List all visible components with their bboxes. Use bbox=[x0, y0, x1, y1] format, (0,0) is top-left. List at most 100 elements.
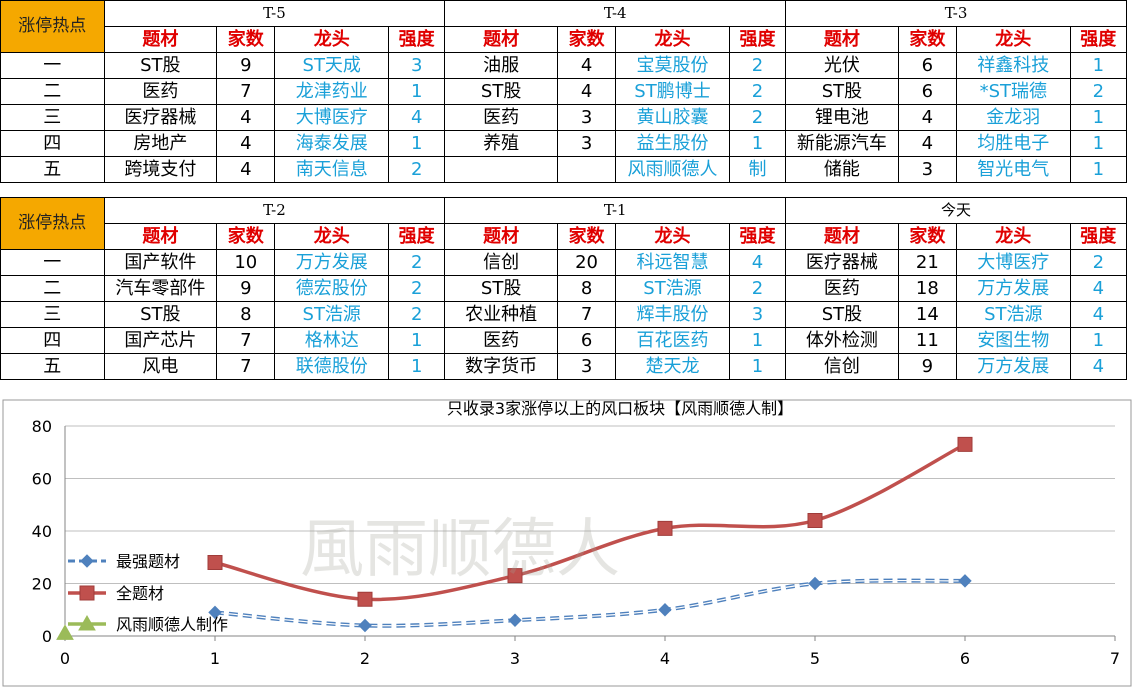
leader-cell: 风雨顺德人 bbox=[615, 156, 730, 183]
theme-cell: 医疗器械 bbox=[103, 104, 218, 131]
col-header-theme: 题材 bbox=[444, 223, 558, 250]
count-cell: 14 bbox=[897, 301, 958, 328]
rank-label: 三 bbox=[0, 104, 105, 131]
rank-label: 三 bbox=[0, 301, 105, 328]
line-chart: 只收录3家涨停以上的风口板块【风雨顺德人制】 0 20 40 60 80 0 1 2 3 4 5 6 7 最… bbox=[2, 399, 1132, 687]
leader-cell: 联德股份 bbox=[274, 353, 390, 380]
count-cell: 4 bbox=[556, 52, 617, 79]
theme-cell bbox=[444, 156, 558, 183]
hot-topics-table-bottom: 涨停热点 T-2 T-1 今天 题材 家数 龙头 强度 题材 家数 龙头 强度 题材 家数 龙头 强度一国产软… bbox=[0, 197, 1128, 380]
y-tick-label: 80 bbox=[32, 417, 52, 436]
count-cell: 7 bbox=[216, 327, 276, 354]
data-point bbox=[658, 603, 672, 617]
strength-cell: 3 bbox=[388, 52, 446, 79]
leader-cell: 益生股份 bbox=[615, 130, 730, 157]
strength-cell: 1 bbox=[388, 353, 446, 380]
col-header-theme: 题材 bbox=[785, 26, 899, 53]
strength-cell: 1 bbox=[1069, 130, 1128, 157]
count-cell: 20 bbox=[556, 249, 617, 276]
theme-cell: 医疗器械 bbox=[785, 249, 899, 276]
x-tick-label: 3 bbox=[510, 649, 520, 668]
leader-cell: 楚天龙 bbox=[615, 353, 730, 380]
data-point bbox=[207, 555, 223, 570]
data-point bbox=[56, 624, 74, 640]
strength-cell: 2 bbox=[388, 301, 446, 328]
theme-cell: 新能源汽车 bbox=[785, 130, 899, 157]
col-header-leader: 龙头 bbox=[274, 26, 390, 53]
col-header-leader: 龙头 bbox=[615, 223, 730, 250]
rank-label: 一 bbox=[0, 52, 105, 79]
strength-cell: 2 bbox=[388, 275, 446, 302]
theme-cell: 体外检测 bbox=[785, 327, 899, 354]
y-tick-label: 20 bbox=[32, 575, 52, 594]
theme-cell: ST股 bbox=[444, 275, 558, 302]
count-cell: 11 bbox=[897, 327, 958, 354]
leader-cell: 金龙羽 bbox=[956, 104, 1071, 131]
leader-cell: 均胜电子 bbox=[956, 130, 1071, 157]
count-cell: 4 bbox=[216, 156, 276, 183]
leader-cell: 德宏股份 bbox=[274, 275, 390, 302]
count-cell: 8 bbox=[556, 275, 617, 302]
leader-cell: 大博医疗 bbox=[274, 104, 390, 131]
strength-cell: 2 bbox=[388, 156, 446, 183]
data-point bbox=[957, 436, 973, 452]
col-header-leader: 龙头 bbox=[956, 26, 1071, 53]
strength-cell: 4 bbox=[1069, 301, 1128, 328]
legend-marker bbox=[80, 554, 94, 568]
strength-cell: 1 bbox=[728, 353, 787, 380]
table-row: 二医药 7 龙津药业 1 ST股 4 ST鹏博士 2 ST股 6 *ST瑞德 2 bbox=[0, 78, 1128, 105]
leader-cell: 格林达 bbox=[274, 327, 390, 354]
leader-cell: 龙津药业 bbox=[274, 78, 390, 105]
period-label: T-5 bbox=[103, 0, 446, 27]
legend-label: 全题材 bbox=[116, 584, 164, 603]
count-cell: 4 bbox=[897, 104, 958, 131]
strength-cell: 2 bbox=[728, 275, 787, 302]
count-cell: 6 bbox=[897, 52, 958, 79]
leader-cell: 宝莫股份 bbox=[615, 52, 730, 79]
y-tick-label: 40 bbox=[32, 522, 52, 541]
theme-cell: 数字货币 bbox=[444, 353, 558, 380]
count-cell: 3 bbox=[897, 156, 958, 183]
strength-cell: 2 bbox=[728, 52, 787, 79]
theme-cell: ST股 bbox=[785, 78, 899, 105]
col-header-count: 家数 bbox=[556, 26, 617, 53]
x-tick-label: 6 bbox=[960, 649, 970, 668]
rank-label: 一 bbox=[0, 249, 105, 276]
strength-cell: 4 bbox=[728, 249, 787, 276]
data-point bbox=[958, 574, 972, 588]
leader-cell: 万方发展 bbox=[956, 275, 1071, 302]
strength-cell: 1 bbox=[728, 327, 787, 354]
theme-cell: ST股 bbox=[103, 301, 218, 328]
col-header-count: 家数 bbox=[897, 26, 958, 53]
chart-border bbox=[2, 399, 1132, 687]
leader-cell: ST浩源 bbox=[274, 301, 390, 328]
count-cell bbox=[556, 156, 617, 183]
y-tick-label: 0 bbox=[42, 627, 52, 646]
count-cell: 3 bbox=[556, 130, 617, 157]
strength-cell: 1 bbox=[1069, 104, 1128, 131]
y-tick-label: 60 bbox=[32, 470, 52, 489]
leader-cell: *ST瑞德 bbox=[956, 78, 1071, 105]
leader-cell: 百花医药 bbox=[615, 327, 730, 354]
col-header-strength: 强度 bbox=[728, 223, 787, 250]
theme-cell: ST股 bbox=[444, 78, 558, 105]
count-cell: 10 bbox=[216, 249, 276, 276]
strength-cell: 1 bbox=[728, 130, 787, 157]
count-cell: 4 bbox=[216, 104, 276, 131]
data-point bbox=[208, 605, 222, 620]
leader-cell: 黄山胶囊 bbox=[615, 104, 730, 131]
x-tick-label: 7 bbox=[1110, 649, 1120, 668]
count-cell: 18 bbox=[897, 275, 958, 302]
hot-topics-table-top: 涨停热点 T-5 T-4 T-3 题材 家数 龙头 强度 题材 家数 龙头 强度 题材 家数 龙头 强度一 ST… bbox=[0, 0, 1128, 183]
col-header-strength: 强度 bbox=[388, 223, 446, 250]
theme-cell: ST股 bbox=[785, 301, 899, 328]
series-line-highlight-0 bbox=[214, 579, 966, 627]
leader-cell: 万方发展 bbox=[956, 353, 1071, 380]
theme-cell: 国产软件 bbox=[103, 249, 218, 276]
period-label: T-4 bbox=[444, 0, 787, 27]
data-point bbox=[657, 520, 673, 536]
legend-label: 最强题材 bbox=[116, 552, 180, 571]
strength-cell: 1 bbox=[388, 78, 446, 105]
leader-cell: 大博医疗 bbox=[956, 249, 1071, 276]
data-point bbox=[357, 591, 373, 607]
